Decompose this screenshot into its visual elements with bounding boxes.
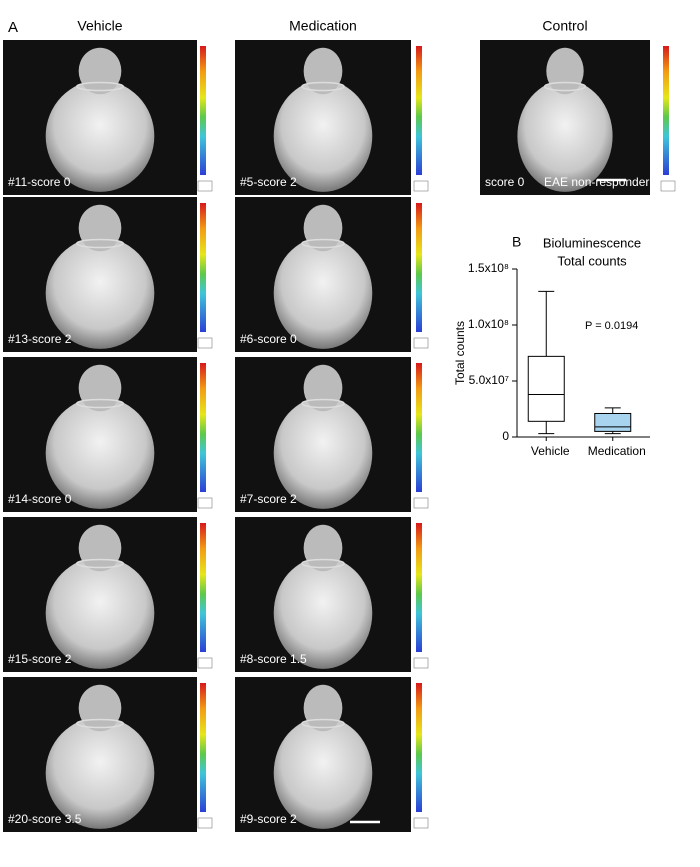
- panel-label: A: [8, 19, 18, 36]
- image-label: #15-score 2: [8, 652, 72, 666]
- head-ring: [75, 718, 125, 729]
- mouse-head: [303, 684, 343, 732]
- box: [594, 412, 632, 432]
- mouse-body: [45, 557, 155, 669]
- image-label: #7-score 2: [240, 492, 297, 506]
- column-title: Medication: [289, 18, 357, 34]
- mouse-body: [517, 80, 613, 192]
- mouse-head: [546, 47, 584, 95]
- head-ring: [75, 238, 125, 249]
- y-tick-label: 0: [502, 429, 509, 443]
- column-title: Vehicle: [77, 18, 122, 34]
- colorbar-legend: [413, 817, 429, 829]
- y-tick-label: 1.5x10⁸: [468, 261, 509, 275]
- colorbar: [416, 683, 422, 812]
- mouse-body: [273, 237, 373, 349]
- x-tick-label: Medication: [588, 444, 646, 458]
- image-label: #8-score 1.5: [240, 652, 307, 666]
- mouse-head: [303, 524, 343, 572]
- y-tick-label: 1.0x10⁸: [468, 317, 509, 331]
- head-ring: [75, 81, 125, 92]
- mouse-body: [273, 557, 373, 669]
- mouse-body: [273, 80, 373, 192]
- panel-label: B: [512, 234, 521, 250]
- colorbar-legend: [660, 180, 676, 192]
- mouse-head: [78, 364, 122, 412]
- column-title: Control: [542, 18, 587, 34]
- colorbar: [200, 46, 206, 175]
- colorbar-legend: [413, 497, 429, 509]
- mouse-body: [45, 717, 155, 829]
- colorbar-legend: [413, 337, 429, 349]
- head-ring: [75, 558, 125, 569]
- mouse-head: [303, 204, 343, 252]
- image-label: #6-score 0: [240, 332, 297, 346]
- colorbar-legend: [197, 657, 213, 669]
- colorbar-legend: [413, 657, 429, 669]
- box: [527, 355, 565, 422]
- mouse-body: [45, 397, 155, 509]
- image-label: score 0: [485, 175, 525, 189]
- head-ring: [301, 238, 345, 249]
- colorbar-legend: [197, 817, 213, 829]
- mouse-body: [45, 80, 155, 192]
- colorbar: [416, 363, 422, 492]
- head-ring: [543, 81, 587, 92]
- mouse-body: [273, 397, 373, 509]
- image-label: #5-score 2: [240, 175, 297, 189]
- image-label: #20-score 3.5: [8, 812, 82, 826]
- image-label: #13-score 2: [8, 332, 72, 346]
- colorbar-legend: [197, 337, 213, 349]
- colorbar: [416, 523, 422, 652]
- image-label: #11-score 0: [8, 175, 71, 189]
- colorbar: [200, 203, 206, 332]
- mouse-body: [273, 717, 373, 829]
- mouse-head: [78, 524, 122, 572]
- y-tick-label: 5.0x10⁷: [469, 373, 509, 387]
- chart-subtitle: Total counts: [557, 253, 627, 268]
- mouse-head: [303, 47, 343, 95]
- head-ring: [75, 398, 125, 409]
- x-tick-label: Vehicle: [531, 444, 570, 458]
- mouse-body: [45, 237, 155, 349]
- y-axis-label: Total counts: [453, 321, 467, 385]
- head-ring: [301, 398, 345, 409]
- colorbar: [663, 46, 669, 175]
- colorbar: [200, 683, 206, 812]
- colorbar: [416, 46, 422, 175]
- colorbar: [200, 523, 206, 652]
- colorbar-legend: [413, 180, 429, 192]
- annotation: P = 0.0194: [585, 320, 638, 332]
- mouse-head: [78, 47, 122, 95]
- chart-title: Bioluminescence: [543, 235, 641, 250]
- head-ring: [301, 558, 345, 569]
- mouse-head: [303, 364, 343, 412]
- head-ring: [301, 718, 345, 729]
- colorbar: [416, 203, 422, 332]
- colorbar-legend: [197, 497, 213, 509]
- head-ring: [301, 81, 345, 92]
- image-label: #9-score 2: [240, 812, 297, 826]
- mouse-head: [78, 684, 122, 732]
- mouse-head: [78, 204, 122, 252]
- image-note: EAE non-responder: [544, 175, 649, 189]
- colorbar: [200, 363, 206, 492]
- image-label: #14-score 0: [8, 492, 72, 506]
- colorbar-legend: [197, 180, 213, 192]
